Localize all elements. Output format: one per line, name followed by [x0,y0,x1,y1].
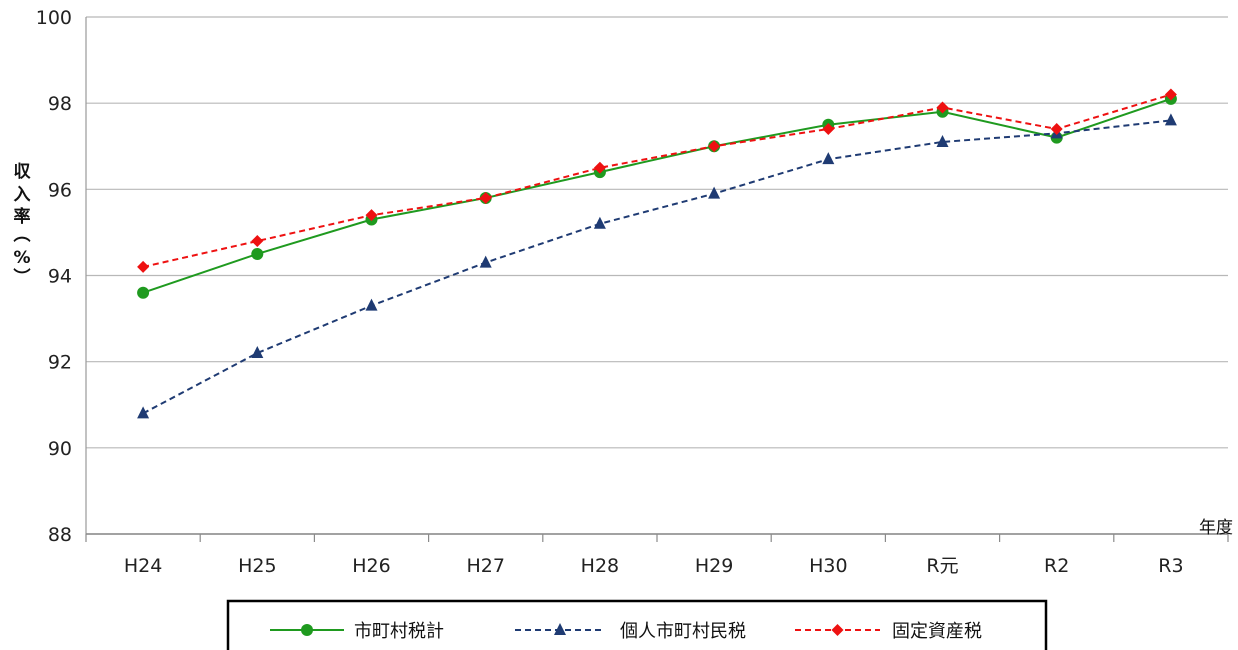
x-tick-label: H30 [809,555,847,577]
y-tick-label: 98 [48,93,72,115]
y-tick-label: 92 [48,352,72,374]
data-point [301,624,313,636]
data-point [479,191,492,204]
y-axis-label-char: 率 [14,206,31,227]
x-tick-label: H24 [124,555,162,577]
legend: 市町村税計 個人市町村民税 固定資産税 [226,599,1048,650]
data-point [708,140,721,153]
data-point [831,624,844,636]
series-line [142,93,1172,268]
x-tick-label: H25 [238,555,276,577]
series-circle [137,92,1177,299]
legend-label: 個人市町村民税 [620,621,746,642]
y-tick-label: 100 [36,7,72,29]
y-axis-label-char: ︵ [14,225,31,245]
y-tick-label: 88 [48,524,72,546]
x-tick-label: H26 [352,555,390,577]
series-triangle [137,113,1177,419]
data-point [251,235,264,248]
series-line [142,119,1172,415]
y-axis-label: 収入率︵%︶ [13,162,31,288]
x-tick-label: R2 [1044,555,1069,577]
grid-lines [85,16,1228,535]
data-point [137,406,150,419]
data-point [251,346,264,359]
data-point [822,123,835,136]
data-point [1164,88,1177,101]
x-axis: H24 H25 H26 H27 H28 H29 H30 R元 R2 R3 [85,533,1229,577]
data-point [593,216,606,229]
data-point [137,260,150,273]
y-tick-label: 94 [48,266,72,288]
series-group [137,88,1177,419]
y-axis-label-char: 入 [14,185,31,205]
legend-box [226,599,1048,650]
data-point [822,152,835,165]
data-point [936,101,949,114]
data-point [1050,123,1063,136]
data-point [593,161,606,174]
x-tick-label: R元 [926,555,958,577]
data-point [554,623,566,635]
data-point [708,186,721,199]
legend-label: 固定資産税 [892,621,982,642]
x-axis-label: 年度 [1199,518,1233,538]
x-tick-label: H28 [581,555,619,577]
series-diamond [137,88,1177,273]
legend-label: 市町村税計 [354,621,444,642]
data-point [251,247,264,260]
y-axis-label-char: ︶ [14,267,31,288]
series-line [142,97,1172,294]
data-point [137,286,150,299]
y-axis-label-char: % [13,248,30,268]
y-tick-label: 90 [48,438,72,460]
x-tick-label: H29 [695,555,733,577]
y-axis-tick-labels: 88 90 92 94 96 98 100 [36,7,72,546]
data-point [936,134,949,147]
data-point [365,298,378,311]
data-point [1164,113,1177,126]
x-tick-label: H27 [466,555,504,577]
x-tick-label: R3 [1158,555,1183,577]
y-tick-label: 96 [48,179,72,201]
y-axis-label-char: 収 [14,162,32,182]
data-point [365,209,378,222]
data-point [479,255,492,268]
